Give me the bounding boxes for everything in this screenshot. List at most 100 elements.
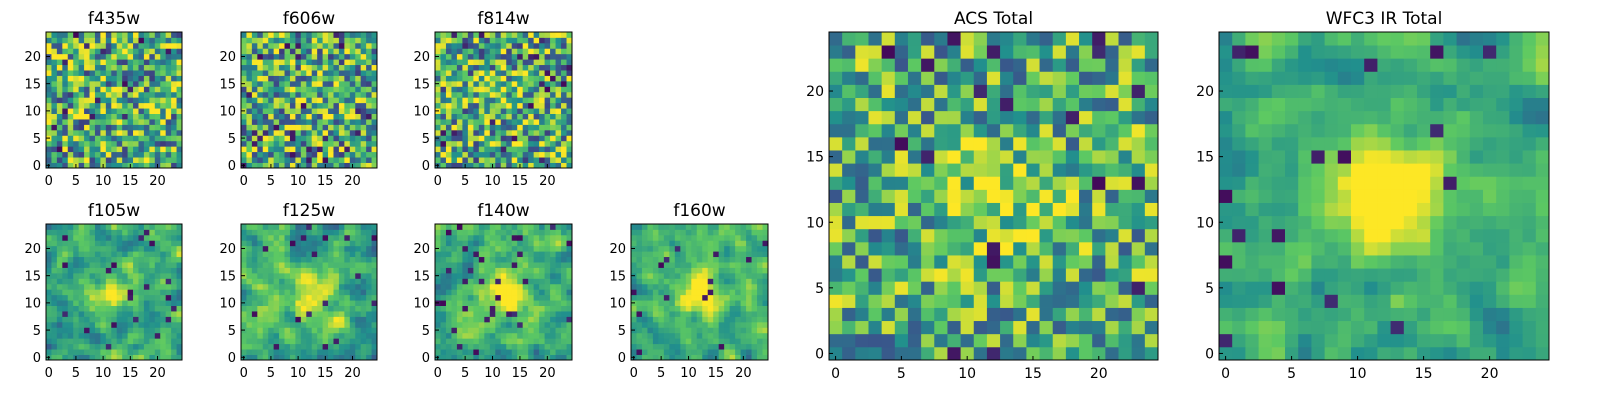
heatmap-cell — [279, 97, 285, 104]
heatmap-cell — [366, 140, 372, 147]
heatmap-cell — [122, 124, 128, 131]
heatmap-cell — [338, 283, 345, 290]
heatmap-cell — [262, 305, 269, 312]
heatmap-cell — [105, 86, 112, 93]
heatmap-cell — [273, 256, 280, 263]
heatmap-cell — [456, 80, 463, 87]
heatmap-cell — [467, 75, 474, 82]
heatmap-cell — [1118, 176, 1133, 190]
heatmap-cell — [462, 272, 469, 279]
heatmap-cell — [349, 262, 356, 268]
heatmap-cell — [456, 162, 463, 169]
heatmap-cell — [473, 349, 480, 355]
heatmap-cell — [674, 234, 681, 241]
heatmap-cell — [149, 300, 156, 306]
heatmap-cell — [511, 343, 518, 350]
panel-title: f140w — [477, 201, 529, 221]
heatmap-cell — [435, 349, 441, 355]
heatmap-cell — [746, 234, 752, 241]
heatmap-cell — [451, 80, 458, 87]
heatmap-cell — [855, 123, 869, 138]
heatmap-cell — [658, 343, 665, 350]
heatmap-cell — [484, 135, 491, 142]
heatmap-cell — [116, 311, 123, 317]
heatmap-cell — [636, 224, 643, 230]
heatmap-cell — [176, 119, 183, 125]
heatmap-cell — [484, 278, 491, 285]
heatmap-cell — [506, 251, 513, 258]
heatmap-cell — [328, 316, 334, 323]
heatmap-cell — [435, 338, 441, 345]
heatmap-cell — [729, 311, 736, 317]
heatmap-cell — [561, 267, 567, 274]
heatmap-cell — [111, 338, 118, 345]
heatmap-cell — [371, 251, 378, 258]
heatmap-cell — [122, 349, 128, 355]
heatmap-cell — [451, 151, 458, 158]
heatmap-cell — [317, 354, 323, 361]
heatmap-cell — [62, 262, 69, 268]
heatmap-cell — [456, 70, 463, 76]
heatmap-cell — [67, 224, 74, 230]
heatmap-cell — [440, 113, 447, 120]
heatmap-cell — [67, 86, 74, 93]
heatmap-cell — [636, 278, 643, 285]
heatmap-cell — [473, 135, 480, 142]
heatmap-cell — [641, 251, 648, 258]
heatmap-cell — [522, 272, 529, 279]
heatmap-cell — [246, 278, 253, 285]
heatmap-cell — [544, 267, 551, 274]
heatmap-cell — [171, 262, 177, 268]
heatmap-cell — [718, 305, 725, 312]
heatmap-cell — [78, 245, 85, 252]
heatmap-cell — [322, 256, 329, 263]
heatmap-cell — [241, 311, 247, 317]
heatmap-cell — [149, 86, 156, 93]
heatmap-cell — [306, 91, 313, 98]
heatmap-cell — [111, 256, 118, 263]
heatmap-cell — [116, 321, 123, 328]
heatmap-cell — [544, 151, 551, 158]
heatmap-cell — [713, 332, 720, 339]
heatmap-cell — [322, 146, 329, 153]
heatmap-cell — [691, 245, 698, 252]
heatmap-cell — [934, 241, 948, 256]
heatmap-cell — [241, 294, 247, 301]
heatmap-cell — [67, 129, 74, 136]
heatmap-cell — [495, 262, 502, 268]
heatmap-cell — [311, 229, 318, 236]
heatmap-cell — [105, 42, 112, 49]
heatmap-cell — [500, 256, 507, 263]
heatmap-cell — [550, 70, 556, 76]
heatmap-cell — [740, 289, 747, 296]
heatmap-cell — [78, 311, 85, 317]
heatmap-cell — [311, 343, 318, 350]
heatmap-cell — [522, 86, 529, 93]
heatmap-cell — [241, 332, 247, 339]
heatmap-cell — [829, 189, 843, 203]
x-tick-label: 15 — [122, 174, 139, 189]
heatmap-cell — [94, 37, 101, 44]
heatmap-cell — [78, 113, 85, 120]
heatmap-cell — [1092, 346, 1106, 361]
heatmap-cell — [73, 267, 80, 274]
heatmap-cell — [631, 256, 637, 263]
heatmap-cell — [674, 316, 681, 323]
heatmap-cell — [279, 157, 285, 163]
heatmap-cell — [894, 307, 909, 322]
axes-frame — [434, 223, 573, 361]
heatmap-cell — [333, 332, 340, 339]
heatmap-cell — [355, 251, 362, 258]
heatmap-cell — [360, 64, 367, 71]
heatmap-cell — [566, 59, 573, 66]
heatmap-cell — [154, 146, 161, 153]
heatmap-cell — [511, 251, 518, 258]
heatmap-cell — [328, 124, 334, 131]
heatmap-cell — [881, 136, 896, 151]
heatmap-cell — [451, 229, 458, 236]
heatmap-cell — [680, 316, 687, 323]
heatmap-cell — [284, 91, 291, 98]
heatmap-cell — [1118, 136, 1133, 151]
heatmap-cell — [241, 157, 247, 163]
heatmap-cell — [84, 140, 90, 147]
